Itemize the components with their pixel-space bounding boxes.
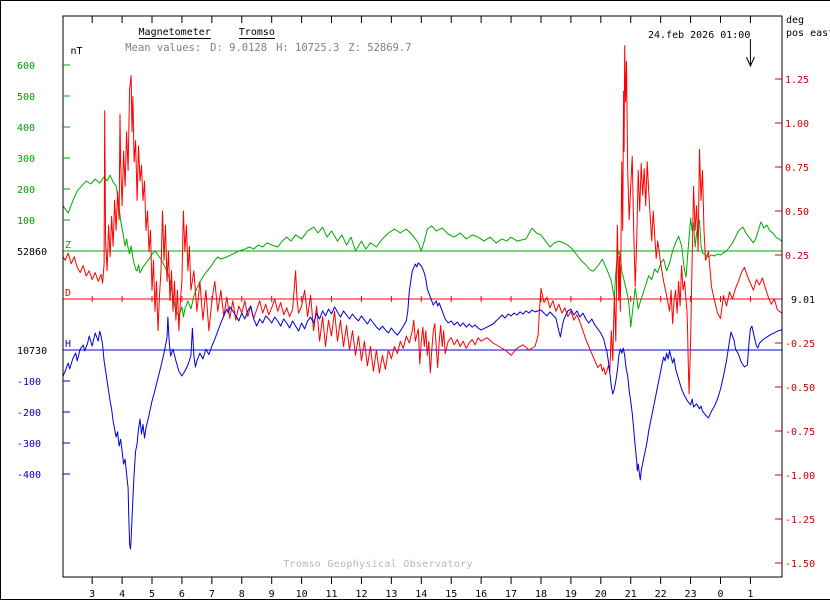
x-tick-label: 1	[747, 589, 753, 600]
current-time-arrow-head	[745, 56, 755, 68]
plot-border	[62, 15, 783, 578]
left-axis-label-green: 300	[17, 154, 35, 165]
right-axis-unit-line2: pos east	[786, 28, 830, 39]
left-axis-label-blue: -100	[17, 377, 41, 388]
x-tick-label: 8	[239, 589, 245, 600]
right-axis-label: 1.00	[785, 119, 809, 130]
x-tick-label: 19	[565, 589, 577, 600]
right-axis-label: 0.50	[785, 207, 809, 218]
x-tick-label: 9	[269, 589, 275, 600]
h-baseline-value-label: 10730	[17, 346, 47, 357]
x-tick-label: 22	[655, 589, 667, 600]
z-trace	[62, 174, 783, 328]
right-axis-label: -0.75	[785, 427, 815, 438]
watermark: Tromso Geophysical Observatory	[283, 559, 473, 570]
h-trace-label: H	[65, 339, 71, 350]
right-axis-label: -1.50	[785, 559, 815, 570]
x-tick-label: 6	[179, 589, 185, 600]
left-axis-label-blue: -200	[17, 408, 41, 419]
mean-z-value: Z: 52869.7	[348, 42, 412, 54]
mean-values-line: Mean values: D: 9.0128 H: 10725.3 Z: 52869.…	[100, 30, 421, 66]
right-axis-unit-line1: deg	[786, 15, 805, 26]
right-axis-label: -1.00	[785, 471, 815, 482]
x-tick-label: 12	[355, 589, 367, 600]
left-axis-label-green: 100	[17, 216, 35, 227]
x-tick-label: 0	[717, 589, 723, 600]
left-axis-label-green: 500	[17, 92, 35, 103]
d-trace	[62, 45, 783, 395]
right-axis-label: 0.25	[785, 251, 809, 262]
left-axis-label-green: 200	[17, 185, 35, 196]
right-axis-label: -0.50	[785, 383, 815, 394]
x-tick-label: 11	[326, 589, 338, 600]
x-tick-label: 16	[475, 589, 487, 600]
mean-d-value: D: 9.0128	[210, 42, 268, 54]
x-tick-label: 4	[119, 589, 125, 600]
page-title: Magnetometer	[138, 27, 211, 39]
x-tick-label: 3	[89, 589, 95, 600]
left-axis-label-blue: -400	[17, 470, 41, 481]
z-trace-label: Z	[65, 240, 71, 251]
right-axis-label: -1.25	[785, 515, 815, 526]
x-tick-label: 18	[535, 589, 547, 600]
x-tick-label: 20	[595, 589, 607, 600]
timestamp-label: 24.feb 2026 01:00	[648, 30, 751, 41]
x-tick-label: 13	[385, 589, 397, 600]
mean-h-value: H: 10725.3	[276, 42, 340, 54]
title-row: Magnetometer Tromso	[100, 1, 275, 58]
x-tick-label: 21	[625, 589, 637, 600]
x-tick-label: 23	[685, 589, 697, 600]
left-axis-label-blue: -300	[17, 439, 41, 450]
d-trace-label: D	[65, 288, 71, 299]
h-trace	[62, 262, 783, 550]
x-tick-label: 10	[296, 589, 308, 600]
left-axis-label-green: 600	[17, 61, 35, 72]
x-tick-label: 14	[415, 589, 427, 600]
right-axis-label: 0.75	[785, 163, 809, 174]
x-tick-label: 15	[445, 589, 457, 600]
x-tick-label: 17	[505, 589, 517, 600]
mean-values-label: Mean values:	[125, 42, 202, 54]
left-axis-label-green: 400	[17, 123, 35, 134]
left-axis-unit-label: nT	[70, 46, 83, 57]
d-baseline-value-label: 9.01	[791, 295, 815, 306]
right-axis-label: 1.25	[785, 75, 809, 86]
x-tick-label: 5	[149, 589, 155, 600]
station-title: Tromso	[238, 27, 275, 39]
x-tick-label: 7	[209, 589, 215, 600]
right-axis-label: -0.25	[785, 339, 815, 350]
z-baseline-value-label: 52860	[17, 247, 47, 258]
